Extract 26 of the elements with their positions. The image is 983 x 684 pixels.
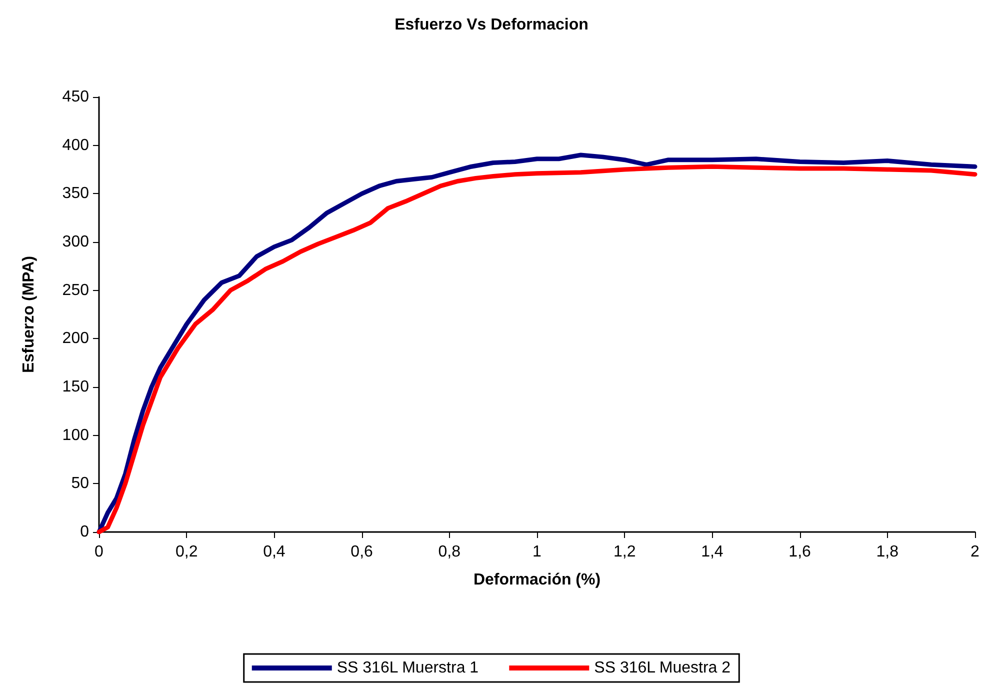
y-tick-label: 350 — [62, 185, 90, 202]
x-tick-label: 1,8 — [876, 544, 899, 560]
x-tick-label: 0,6 — [350, 544, 374, 560]
x-tick-label: 0,2 — [175, 544, 198, 560]
y-tick-label: 400 — [62, 136, 90, 154]
legend-label: SS 316L Muerstra 1 — [336, 660, 479, 676]
x-tick-label: 0 — [94, 544, 104, 560]
y-tick-label: 100 — [62, 426, 90, 444]
x-tick-label: 1,4 — [701, 544, 724, 560]
x-axis-title: Deformación (%) — [473, 572, 601, 588]
y-tick-label: 250 — [62, 282, 90, 299]
y-tick-label: 300 — [62, 234, 90, 250]
x-tick-label: 1,2 — [613, 544, 636, 560]
x-tick-label: 0,8 — [438, 544, 461, 560]
y-tick-label: 450 — [62, 88, 90, 106]
y-axis-title: Esfuerzo (MPA) — [20, 256, 38, 374]
legend-label: SS 316L Muestra 2 — [594, 660, 731, 676]
y-tick-label: 150 — [62, 378, 90, 396]
x-tick-label: 1,6 — [788, 544, 812, 560]
y-tick-label: 200 — [62, 330, 90, 348]
chart-title: Esfuerzo Vs Deformacion — [394, 16, 588, 34]
y-tick-label: 50 — [71, 475, 90, 492]
x-tick-label: 1 — [532, 544, 542, 560]
x-tick-label: 2 — [970, 544, 980, 560]
x-tick-label: 0,4 — [263, 544, 286, 560]
y-tick-label: 0 — [80, 524, 90, 540]
